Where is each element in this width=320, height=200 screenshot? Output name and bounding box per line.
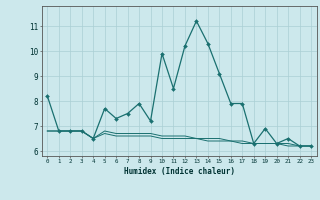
- X-axis label: Humidex (Indice chaleur): Humidex (Indice chaleur): [124, 167, 235, 176]
